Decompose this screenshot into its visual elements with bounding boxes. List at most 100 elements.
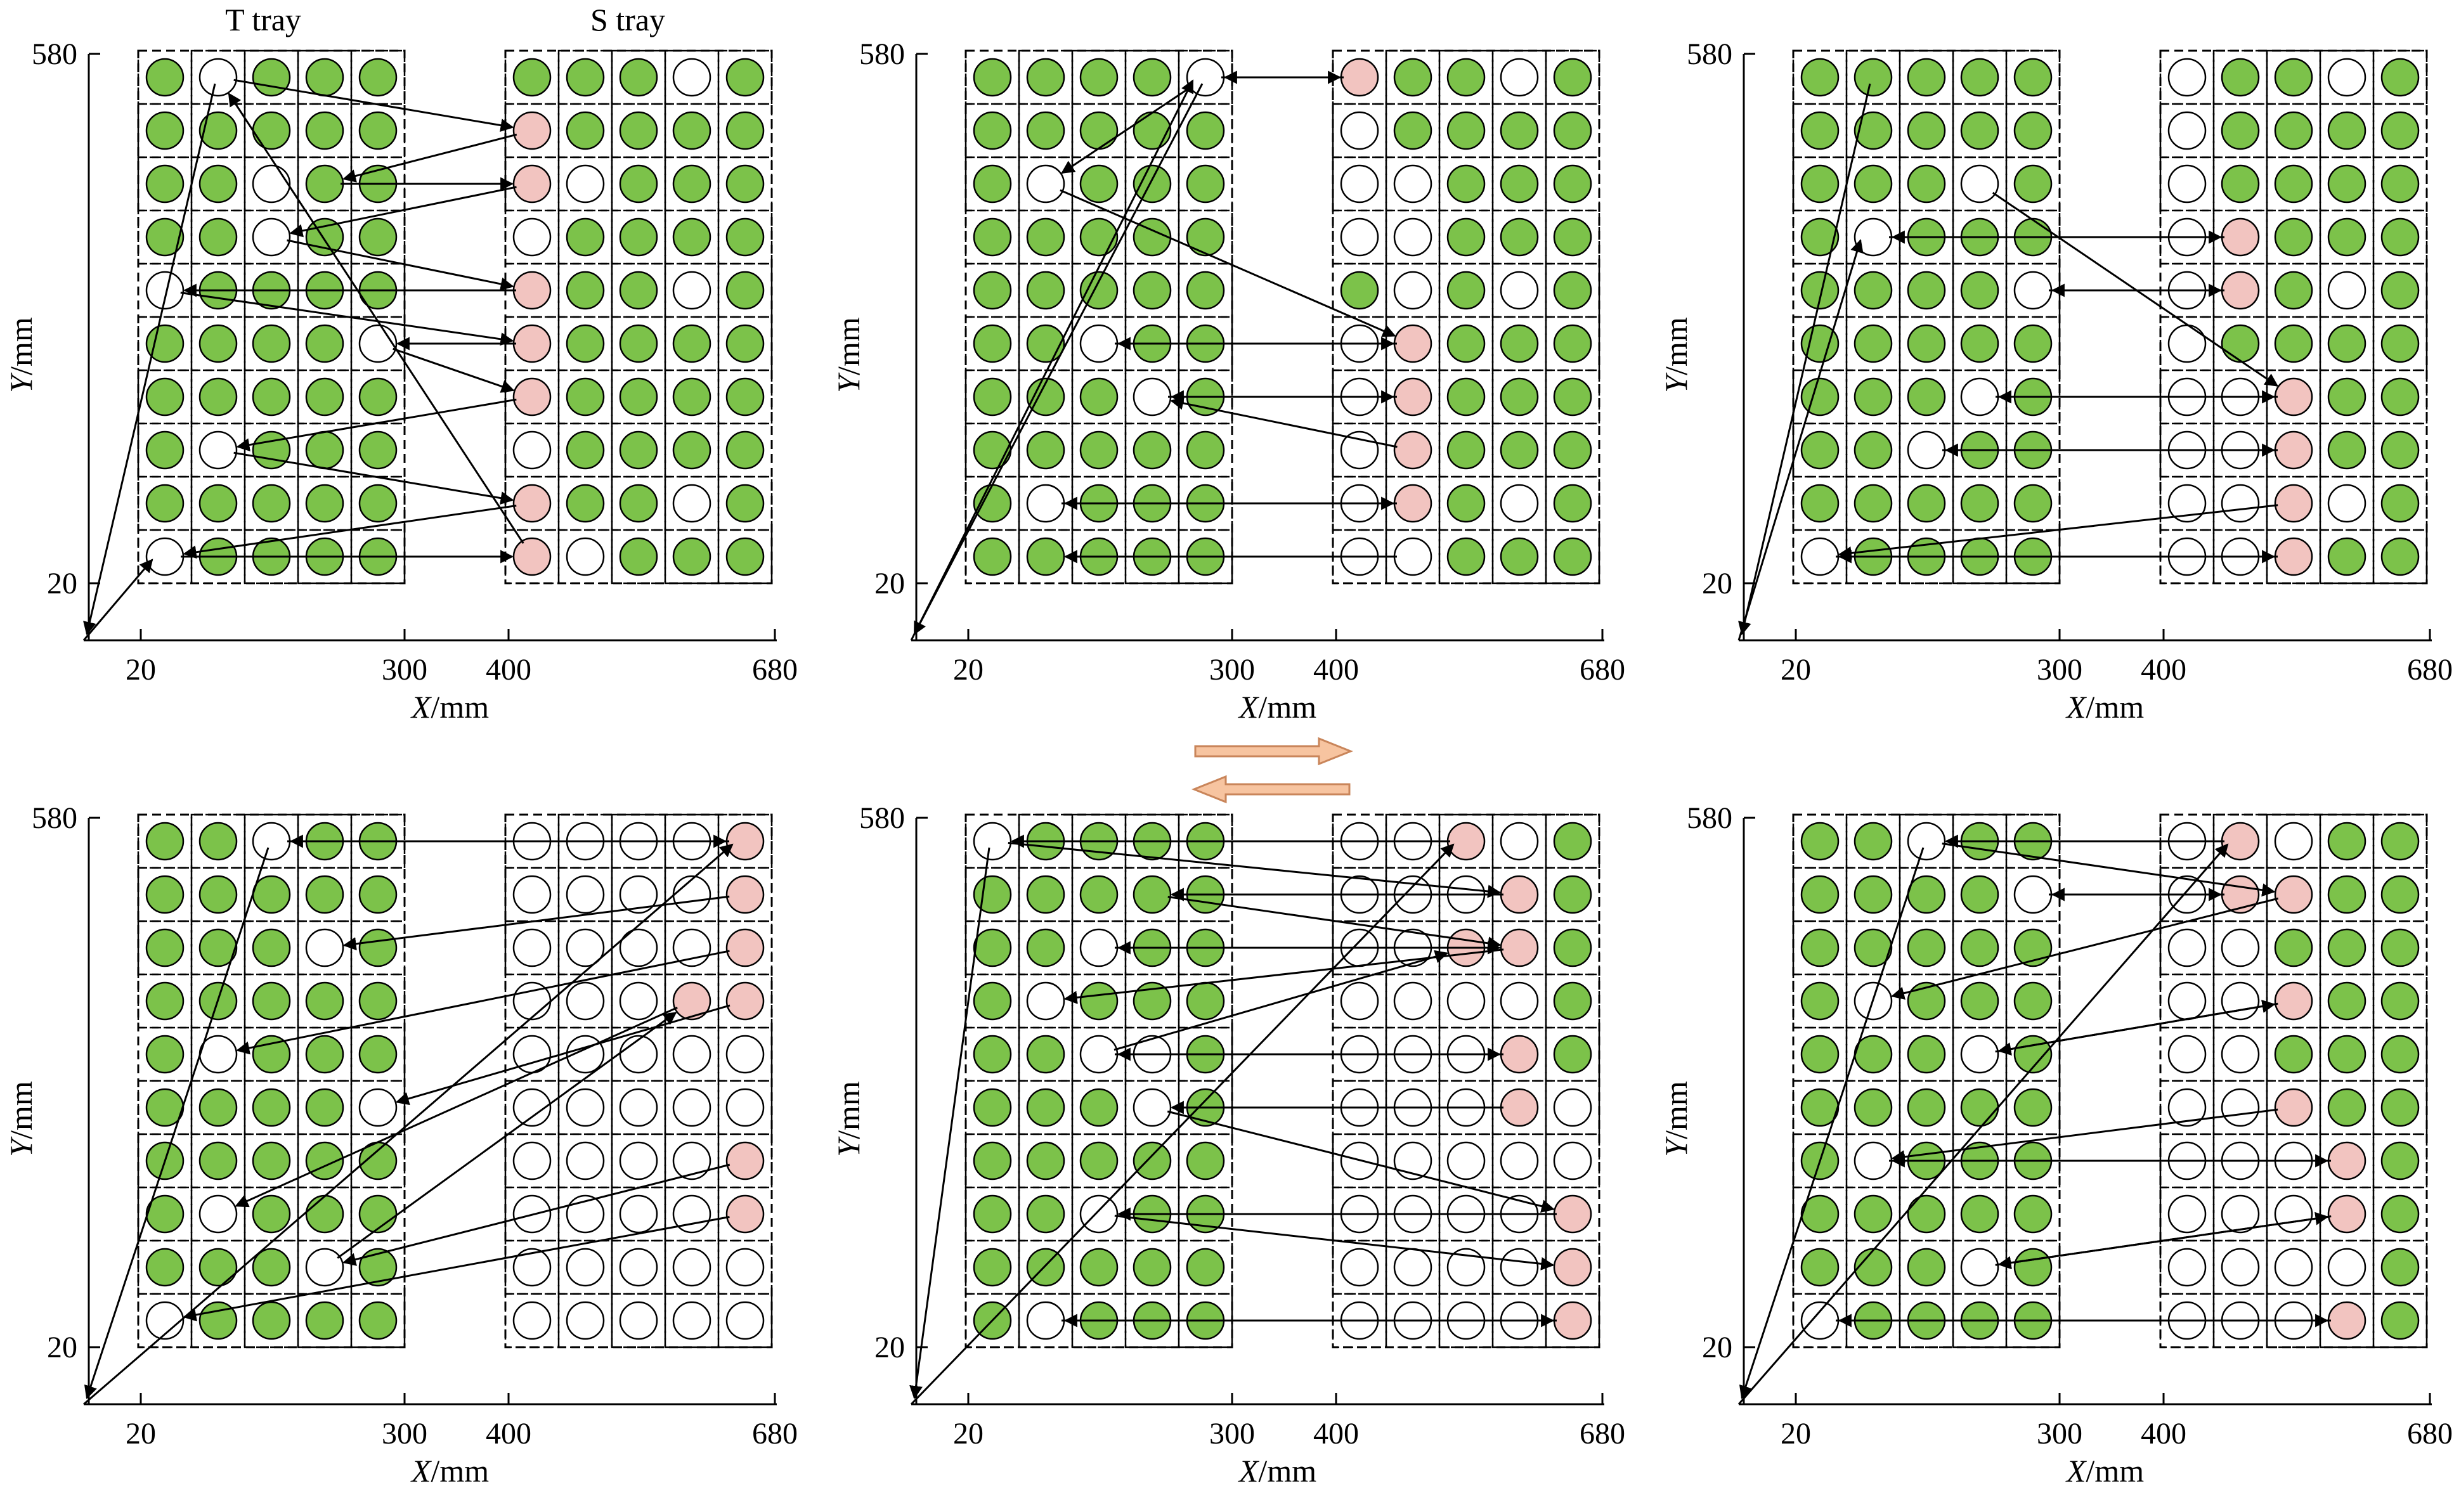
filled-well xyxy=(1907,111,1946,150)
filled-well xyxy=(973,1141,1012,1180)
empty-well xyxy=(619,1194,658,1234)
tray-cell xyxy=(1332,156,1387,212)
empty-well xyxy=(1340,1248,1379,1287)
filled-well xyxy=(1553,164,1592,204)
tray-cell xyxy=(557,369,613,425)
filled-well xyxy=(1079,377,1119,417)
tray-cell xyxy=(1952,156,2008,212)
filled-well xyxy=(725,217,765,257)
target-well xyxy=(2274,377,2313,417)
tray-cell xyxy=(557,1239,613,1295)
filled-well xyxy=(1960,875,1999,914)
empty-well xyxy=(619,928,658,967)
tray-cell xyxy=(2266,475,2321,531)
filled-well xyxy=(1553,377,1592,417)
empty-well xyxy=(512,217,552,257)
tray-cell xyxy=(1071,422,1127,478)
tray-cell xyxy=(2319,156,2375,212)
filled-well xyxy=(1026,1194,1065,1234)
tray-cell xyxy=(1438,262,1494,318)
filled-well xyxy=(725,377,765,417)
x-tick-label: 20 xyxy=(126,653,156,687)
tray-cell xyxy=(1332,103,1387,158)
filled-well xyxy=(1907,58,1946,97)
filled-well xyxy=(358,377,398,417)
tray-cell xyxy=(243,1239,299,1295)
path-arrow xyxy=(342,1163,730,1266)
tray-cell xyxy=(1952,1239,2008,1295)
tray-cell xyxy=(350,867,406,922)
filled-well xyxy=(2013,164,2053,204)
filled-well xyxy=(672,537,711,576)
path-arrow xyxy=(236,398,517,452)
target-well xyxy=(2274,875,2313,914)
filled-well xyxy=(1907,164,1946,204)
filled-well xyxy=(725,58,765,97)
tray-cell xyxy=(664,422,720,478)
tray-cell xyxy=(2372,813,2428,869)
filled-well xyxy=(2380,1035,2420,1074)
target-well xyxy=(725,928,765,967)
tray-cell xyxy=(1438,529,1494,585)
tray-cell xyxy=(1845,262,1901,318)
filled-well xyxy=(566,58,605,97)
empty-well xyxy=(2167,58,2207,97)
filled-well xyxy=(2274,58,2313,97)
filled-well xyxy=(2327,324,2366,363)
filled-well xyxy=(1133,1141,1172,1180)
tray-cell xyxy=(1845,1186,1901,1242)
tray-cell xyxy=(1899,1186,1954,1242)
empty-well xyxy=(1960,164,1999,204)
tray-cell xyxy=(504,1080,560,1135)
tray-cell xyxy=(1018,475,1074,531)
tray-cell xyxy=(964,813,1020,869)
tray-cell xyxy=(1899,1080,1954,1135)
tray-cell xyxy=(611,529,666,585)
tray-cell xyxy=(1071,920,1127,976)
empty-well xyxy=(672,58,711,97)
x-tick-label: 300 xyxy=(2037,1417,2082,1451)
empty-well xyxy=(1079,324,1119,363)
path-arrows xyxy=(83,834,734,1405)
filled-well xyxy=(1800,58,1840,97)
path-arrows xyxy=(910,70,1398,641)
filled-well xyxy=(198,484,238,523)
filled-well xyxy=(1800,377,1840,417)
tray-cell xyxy=(1491,369,1547,425)
y-axis-label: Y/mm xyxy=(831,1081,866,1157)
filled-well xyxy=(2380,430,2420,470)
tray-cell xyxy=(190,813,246,869)
x-tick-label: 20 xyxy=(953,1417,984,1451)
tray-cell xyxy=(1018,422,1074,478)
tray-cell xyxy=(611,1080,666,1135)
filled-well xyxy=(1186,111,1225,150)
tray-cell xyxy=(297,103,353,158)
empty-well xyxy=(1500,981,1539,1021)
y-tick-label: 20 xyxy=(1702,567,1732,600)
filled-well xyxy=(1853,875,1893,914)
t-tray xyxy=(964,813,1233,1348)
filled-well xyxy=(1186,981,1225,1021)
tray-cell xyxy=(243,920,299,976)
tray-cell xyxy=(717,475,773,531)
empty-well xyxy=(2221,981,2260,1021)
tray-cell xyxy=(1952,316,2008,372)
tray-cell xyxy=(1018,1026,1074,1082)
tray-cell xyxy=(1491,529,1547,585)
empty-well xyxy=(1500,484,1539,523)
tray-cell xyxy=(297,316,353,372)
empty-well xyxy=(619,1248,658,1287)
target-well xyxy=(2221,217,2260,257)
tray-cell xyxy=(1491,156,1547,212)
tray-cell xyxy=(137,422,193,478)
tray-cell xyxy=(504,920,560,976)
tray-cell xyxy=(504,1186,560,1242)
tray-cell xyxy=(1178,156,1233,212)
tray-cell xyxy=(2372,369,2428,425)
filled-well xyxy=(358,430,398,470)
filled-well xyxy=(2274,928,2313,967)
filled-well xyxy=(1853,324,1893,363)
tray-cell xyxy=(137,813,193,869)
filled-well xyxy=(2013,1088,2053,1127)
tray-cell xyxy=(1018,209,1074,265)
